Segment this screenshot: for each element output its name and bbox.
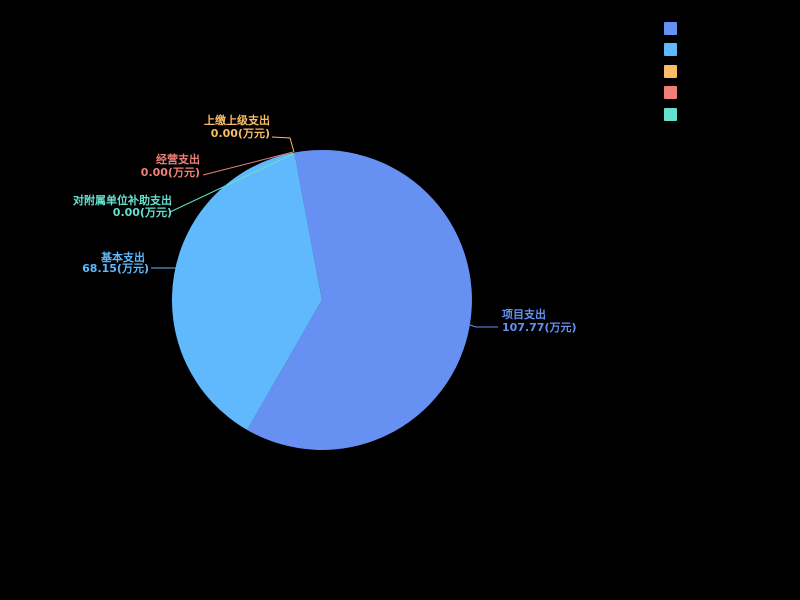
label-basic-expenditure: 基本支出 68.15(万元) bbox=[82, 250, 149, 275]
slice-labels: 项目支出 107.77(万元) 基本支出 68.15(万元) 上缴上级支出 0.… bbox=[73, 113, 577, 334]
label-operating-expenditure: 经营支出 0.00(万元) bbox=[141, 152, 200, 179]
label-basic-expenditure-value: 68.15(万元) bbox=[82, 262, 149, 275]
pie-slice-project-expenditure[interactable] bbox=[247, 149, 472, 450]
label-line-project-expenditure bbox=[469, 324, 498, 328]
label-line-upper-level-expenditure bbox=[271, 136, 295, 153]
legend-swatch-basic-expenditure[interactable] bbox=[664, 43, 677, 56]
label-operating-expenditure-value: 0.00(万元) bbox=[141, 166, 200, 179]
label-upper-level-expenditure: 上缴上级支出 0.00(万元) bbox=[204, 113, 270, 140]
label-operating-expenditure-name: 经营支出 bbox=[156, 152, 200, 166]
legend bbox=[664, 22, 677, 121]
label-lines bbox=[151, 136, 498, 328]
label-upper-level-expenditure-value: 0.00(万元) bbox=[211, 127, 270, 140]
label-upper-level-expenditure-name: 上缴上级支出 bbox=[204, 113, 270, 127]
label-line-operating-expenditure bbox=[202, 151, 294, 176]
label-subsidy-expenditure-value: 0.00(万元) bbox=[113, 206, 172, 219]
label-subsidy-expenditure-name: 对附属单位补助支出 bbox=[73, 193, 172, 207]
legend-swatch-subsidy-expenditure[interactable] bbox=[664, 108, 677, 121]
label-project-expenditure-name: 项目支出 bbox=[502, 307, 546, 321]
label-project-expenditure-value: 107.77(万元) bbox=[502, 321, 577, 334]
legend-swatch-operating-expenditure[interactable] bbox=[664, 86, 677, 99]
label-subsidy-expenditure: 对附属单位补助支出 0.00(万元) bbox=[73, 193, 172, 219]
label-project-expenditure: 项目支出 107.77(万元) bbox=[502, 307, 577, 334]
legend-swatch-upper-level-expenditure[interactable] bbox=[664, 65, 677, 78]
label-line-subsidy-expenditure bbox=[169, 153, 294, 213]
pie-series bbox=[171, 149, 472, 450]
legend-swatch-project-expenditure[interactable] bbox=[664, 22, 677, 35]
pie-slice-basic-expenditure[interactable] bbox=[171, 152, 322, 431]
label-basic-expenditure-name: 基本支出 bbox=[100, 250, 145, 264]
